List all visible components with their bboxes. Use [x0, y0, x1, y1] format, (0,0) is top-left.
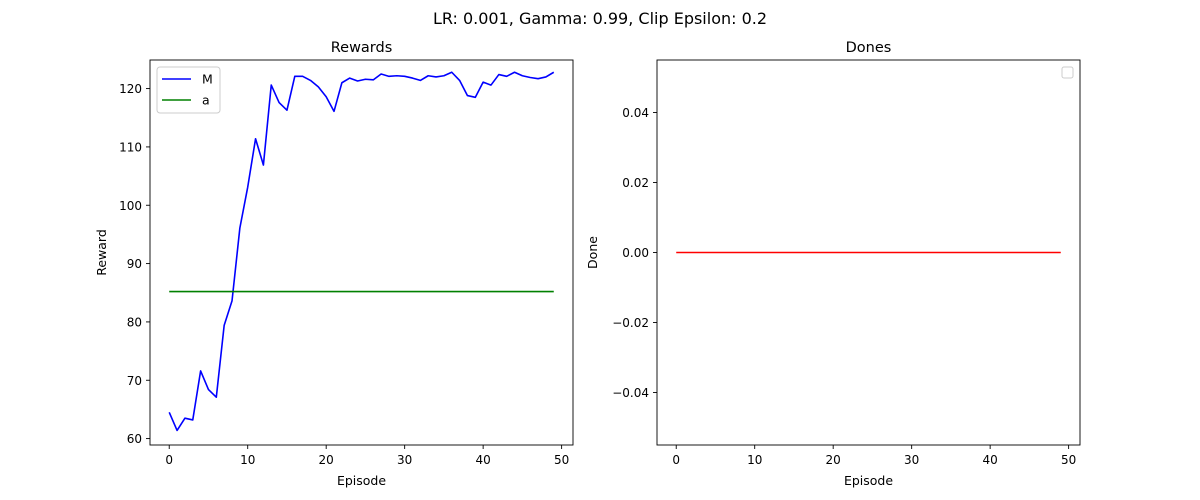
figure-suptitle: LR: 0.001, Gamma: 0.99, Clip Epsilon: 0.… — [433, 9, 767, 28]
rewards-x-tick-label: 10 — [240, 453, 255, 467]
rewards-legend-label-a: a — [202, 93, 210, 108]
rewards-legend: Ma — [156, 66, 221, 114]
rewards-y-tick-label: 70 — [127, 374, 142, 388]
rewards-x-axis-label: Episode — [337, 473, 386, 488]
rewards-x-tick-label: 30 — [397, 453, 412, 467]
dones-y-tick-label: 0.00 — [622, 246, 649, 260]
dones-x-axis-label: Episode — [844, 473, 893, 488]
rewards-x-tick-label: 50 — [554, 453, 569, 467]
rewards-y-axis-label: Reward — [94, 229, 109, 276]
rewards-legend-label-M: M — [202, 72, 213, 87]
dones-title: Dones — [846, 40, 892, 56]
dones-axes: 0 10 20 30 40 50 −0.04 −0.02 0.00 0.02 0.04 Dones Ep… — [585, 40, 1081, 488]
dones-y-tick-label: 0.02 — [622, 176, 649, 190]
rewards-y-tick-label: 120 — [119, 82, 142, 96]
dones-y-tick-label: −0.02 — [612, 316, 649, 330]
rewards-y-tick-label: 110 — [119, 140, 142, 154]
rewards-y-tick-label: 90 — [127, 257, 142, 271]
dones-x-tick-label: 40 — [983, 453, 998, 467]
dones-y-axis-label: Done — [585, 236, 600, 269]
dones-x-tick-label: 0 — [672, 453, 680, 467]
rewards-series-line-M — [168, 71, 555, 432]
dones-x-tick-label: 50 — [1061, 453, 1076, 467]
dones-y-tick-label: 0.04 — [622, 106, 649, 120]
rewards-plot-frame — [149, 59, 574, 446]
dones-y-tick-label: −0.04 — [612, 386, 649, 400]
dones-x-tick-label: 10 — [747, 453, 762, 467]
rewards-x-tick-label: 40 — [476, 453, 491, 467]
rewards-x-tick-label: 0 — [165, 453, 173, 467]
dones-x-tick-label: 20 — [826, 453, 841, 467]
rewards-y-tick-label: 100 — [119, 199, 142, 213]
rewards-y-tick-label: 60 — [127, 432, 142, 446]
rewards-x-tick-label: 20 — [319, 453, 334, 467]
dones-legend-box — [1061, 66, 1074, 79]
rewards-y-tick-label: 80 — [127, 315, 142, 329]
rewards-title: Rewards — [331, 40, 393, 56]
dones-x-tick-label: 30 — [904, 453, 919, 467]
rewards-axes: 0 10 20 30 40 50 60 70 80 90 100 110 120 Rewards Episo… — [94, 40, 574, 488]
